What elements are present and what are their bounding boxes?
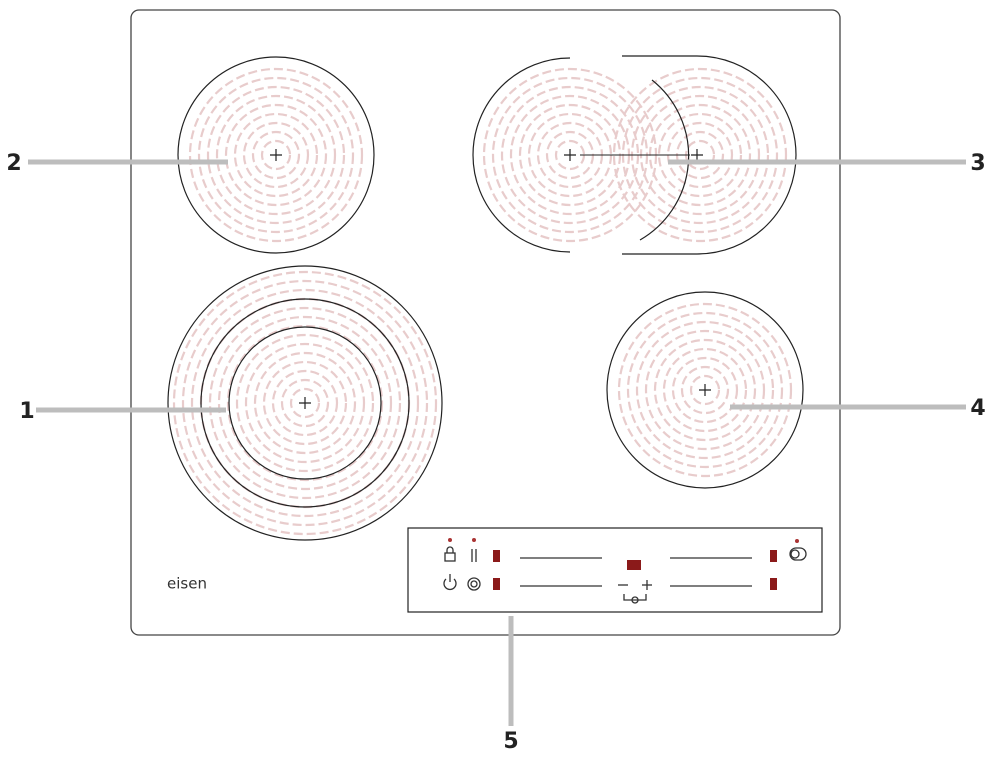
zone-3-right (622, 55, 797, 255)
zone-1-inner (228, 326, 382, 480)
heating-patterns (172, 67, 793, 536)
heat-ring (617, 302, 793, 478)
zone-3-left (472, 57, 571, 253)
heat-ring (626, 311, 784, 469)
heat-ring (242, 121, 310, 189)
callout-label: 2 (6, 151, 21, 176)
callout-label: 3 (970, 151, 985, 176)
heat-ring (280, 378, 330, 428)
heat-ring (206, 85, 346, 225)
heat-ring (666, 121, 734, 189)
heat-ring (215, 94, 337, 216)
center-mark (564, 149, 576, 161)
heat-ring (260, 139, 292, 171)
heat-ring (289, 387, 321, 419)
heat-ring (217, 315, 393, 491)
center-mark (691, 149, 703, 161)
heat-ring (251, 130, 301, 180)
heat-ring (233, 112, 319, 198)
callout-label: 1 (19, 399, 34, 424)
heat-ring (612, 67, 788, 243)
heat-ring (188, 67, 364, 243)
heat-ring (689, 374, 721, 406)
center-mark (270, 149, 282, 161)
heat-ring (657, 112, 743, 198)
heat-ring (244, 342, 366, 464)
heat-ring (262, 360, 348, 446)
callout-label: 5 (503, 729, 518, 754)
controls (443, 538, 807, 604)
heat-ring (644, 329, 766, 451)
brand-logo: eisen (167, 575, 207, 593)
heat-ring (253, 351, 357, 455)
heat-ring (226, 324, 384, 482)
heat-ring (635, 320, 775, 460)
heat-ring (653, 338, 757, 442)
heat-ring (181, 279, 429, 527)
center-mark (299, 397, 311, 409)
heat-ring (271, 369, 339, 437)
zone-1-middle (200, 298, 410, 508)
heat-ring (680, 365, 730, 415)
heat-ring (662, 347, 748, 433)
callout-label: 4 (970, 396, 985, 421)
control-panel (407, 527, 823, 613)
heat-ring (172, 270, 438, 536)
center-mark (699, 384, 711, 396)
heat-ring (197, 76, 355, 234)
heat-ring (671, 356, 739, 424)
zone-1-outer (167, 265, 443, 541)
zone-centers (270, 149, 711, 409)
zone-4 (606, 291, 804, 489)
zone-2 (177, 56, 375, 254)
heat-ring (190, 288, 420, 518)
heat-ring (208, 306, 402, 500)
heat-ring (235, 333, 375, 473)
heat-ring (224, 103, 328, 207)
